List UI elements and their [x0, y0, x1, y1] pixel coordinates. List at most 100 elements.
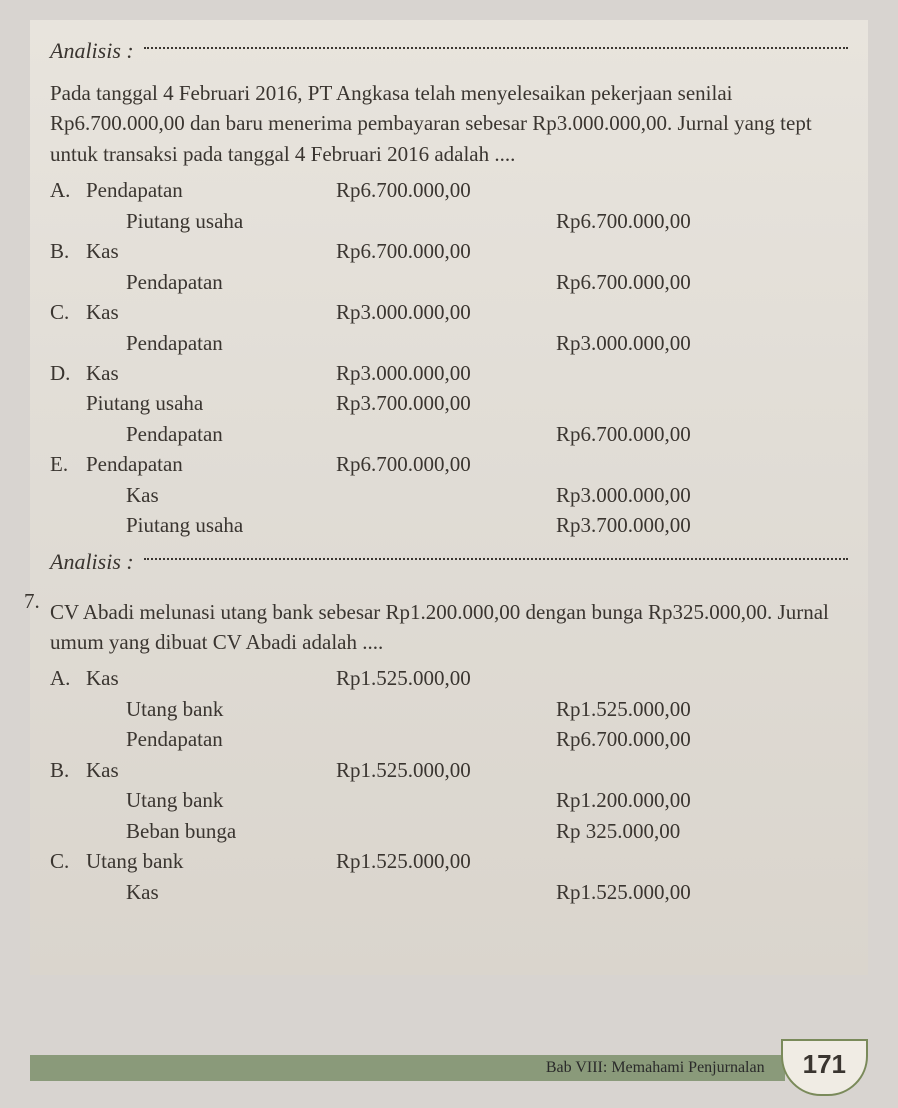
q6-C-2: Pendapatan Rp3.000.000,00	[50, 328, 848, 358]
credit	[556, 175, 776, 205]
credit: Rp3.000.000,00	[556, 328, 776, 358]
credit	[556, 449, 776, 479]
debit	[336, 419, 556, 449]
account: Piutang usaha	[86, 388, 336, 418]
account: Pendapatan	[86, 449, 336, 479]
debit: Rp3.700.000,00	[336, 388, 556, 418]
q6-options: A. Pendapatan Rp6.700.000,00 Piutang usa…	[50, 175, 848, 540]
credit: Rp3.700.000,00	[556, 510, 776, 540]
debit	[336, 510, 556, 540]
debit	[336, 785, 556, 815]
q6-D-2: Piutang usaha Rp3.700.000,00	[50, 388, 848, 418]
credit: Rp1.200.000,00	[556, 785, 776, 815]
debit	[336, 328, 556, 358]
debit: Rp6.700.000,00	[336, 175, 556, 205]
account: Piutang usaha	[86, 206, 336, 236]
q7-B-3: Beban bunga Rp 325.000,00	[50, 816, 848, 846]
account: Piutang usaha	[86, 510, 336, 540]
q6-A-1: A. Pendapatan Rp6.700.000,00	[50, 175, 848, 205]
debit: Rp6.700.000,00	[336, 236, 556, 266]
credit: Rp3.000.000,00	[556, 480, 776, 510]
debit	[336, 267, 556, 297]
q7-B-1: B. Kas Rp1.525.000,00	[50, 755, 848, 785]
credit	[556, 663, 776, 693]
account: Kas	[86, 877, 336, 907]
option-letter: A.	[50, 663, 86, 693]
account: Kas	[86, 480, 336, 510]
q7-B-2: Utang bank Rp1.200.000,00	[50, 785, 848, 815]
q7-C-2: Kas Rp1.525.000,00	[50, 877, 848, 907]
credit: Rp6.700.000,00	[556, 724, 776, 754]
dotted-line	[144, 558, 848, 560]
account: Utang bank	[86, 694, 336, 724]
account: Kas	[86, 297, 336, 327]
account: Pendapatan	[86, 419, 336, 449]
analisis-line-top: Analisis :	[50, 38, 848, 64]
debit: Rp3.000.000,00	[336, 297, 556, 327]
credit: Rp1.525.000,00	[556, 877, 776, 907]
q7-A-3: Pendapatan Rp6.700.000,00	[50, 724, 848, 754]
q6-D-3: Pendapatan Rp6.700.000,00	[50, 419, 848, 449]
credit: Rp6.700.000,00	[556, 419, 776, 449]
account: Pendapatan	[86, 175, 336, 205]
q6-E-1: E. Pendapatan Rp6.700.000,00	[50, 449, 848, 479]
option-letter: A.	[50, 175, 86, 205]
analisis-label: Analisis :	[50, 549, 134, 575]
footer-bar: Bab VIII: Memahami Penjurnalan	[30, 1055, 785, 1081]
debit: Rp3.000.000,00	[336, 358, 556, 388]
account: Beban bunga	[86, 816, 336, 846]
account: Kas	[86, 236, 336, 266]
analisis-line-mid: Analisis :	[50, 549, 848, 575]
q6-paragraph: Pada tanggal 4 Februari 2016, PT Angkasa…	[50, 78, 848, 169]
account: Pendapatan	[86, 724, 336, 754]
account: Utang bank	[86, 785, 336, 815]
debit	[336, 724, 556, 754]
debit	[336, 694, 556, 724]
page-number: 171	[781, 1039, 868, 1096]
q6-A-2: Piutang usaha Rp6.700.000,00	[50, 206, 848, 236]
option-letter: E.	[50, 449, 86, 479]
q7-A-1: A. Kas Rp1.525.000,00	[50, 663, 848, 693]
option-letter: B.	[50, 236, 86, 266]
debit	[336, 816, 556, 846]
q6-E-3: Piutang usaha Rp3.700.000,00	[50, 510, 848, 540]
q7-A-2: Utang bank Rp1.525.000,00	[50, 694, 848, 724]
credit: Rp6.700.000,00	[556, 267, 776, 297]
q7-options: A. Kas Rp1.525.000,00 Utang bank Rp1.525…	[50, 663, 848, 907]
page-content: Analisis : Pada tanggal 4 Februari 2016,…	[30, 20, 868, 975]
debit	[336, 480, 556, 510]
credit	[556, 388, 776, 418]
footer-text: Bab VIII: Memahami Penjurnalan	[546, 1059, 765, 1077]
debit: Rp1.525.000,00	[336, 755, 556, 785]
q7-C-1: C. Utang bank Rp1.525.000,00	[50, 846, 848, 876]
credit	[556, 755, 776, 785]
q6-C-1: C. Kas Rp3.000.000,00	[50, 297, 848, 327]
q6-E-2: Kas Rp3.000.000,00	[50, 480, 848, 510]
analisis-label: Analisis :	[50, 38, 134, 64]
credit: Rp1.525.000,00	[556, 694, 776, 724]
credit	[556, 846, 776, 876]
q6-D-1: D. Kas Rp3.000.000,00	[50, 358, 848, 388]
option-letter: D.	[50, 358, 86, 388]
option-letter: C.	[50, 297, 86, 327]
q7-paragraph: CV Abadi melunasi utang bank sebesar Rp1…	[50, 597, 848, 658]
debit: Rp6.700.000,00	[336, 449, 556, 479]
debit: Rp1.525.000,00	[336, 846, 556, 876]
credit	[556, 297, 776, 327]
credit: Rp6.700.000,00	[556, 206, 776, 236]
debit	[336, 877, 556, 907]
account: Pendapatan	[86, 267, 336, 297]
q6-B-1: B. Kas Rp6.700.000,00	[50, 236, 848, 266]
credit	[556, 358, 776, 388]
account: Kas	[86, 358, 336, 388]
option-letter: C.	[50, 846, 86, 876]
account: Kas	[86, 755, 336, 785]
debit	[336, 206, 556, 236]
account: Utang bank	[86, 846, 336, 876]
option-letter: B.	[50, 755, 86, 785]
page-footer: Bab VIII: Memahami Penjurnalan 171	[30, 1039, 868, 1096]
account: Pendapatan	[86, 328, 336, 358]
account: Kas	[86, 663, 336, 693]
debit: Rp1.525.000,00	[336, 663, 556, 693]
credit: Rp 325.000,00	[556, 816, 776, 846]
